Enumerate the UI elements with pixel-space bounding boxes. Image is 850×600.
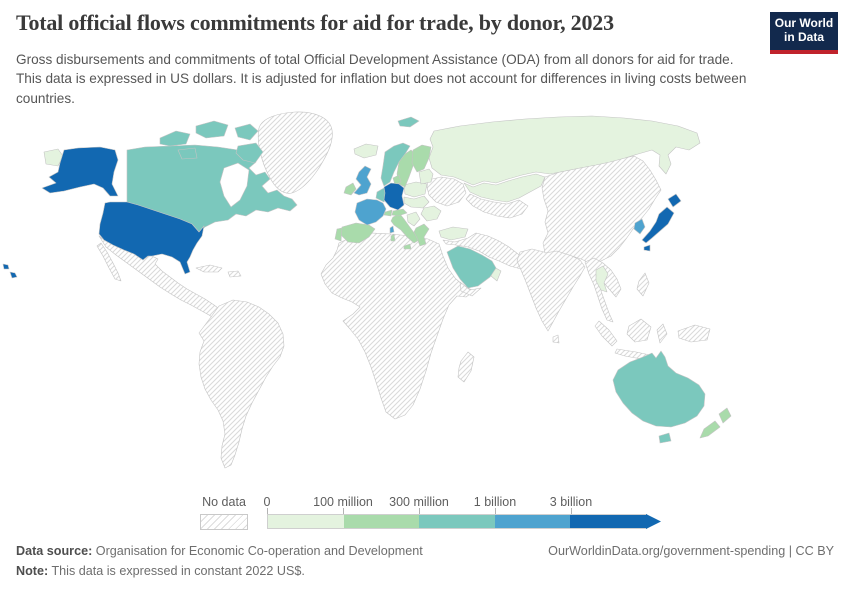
country-baja-california[interactable] <box>96 242 122 282</box>
country-alaska[interactable] <box>41 146 119 197</box>
country-sri-lanka[interactable] <box>552 334 560 344</box>
legend-bin-1[interactable] <box>343 515 420 528</box>
country-iceland[interactable] <box>353 143 379 159</box>
country-switzerland[interactable] <box>383 209 393 217</box>
country-turkey[interactable] <box>438 226 469 241</box>
country-norway[interactable] <box>380 142 411 187</box>
legend-tick-mark <box>343 508 344 514</box>
legend-tick-mark <box>495 508 496 514</box>
country-philippines[interactable] <box>636 272 650 297</box>
country-germany[interactable] <box>383 182 405 211</box>
country-se-asia-mainland[interactable] <box>584 257 622 323</box>
legend-arrow <box>646 514 661 529</box>
owid-logo[interactable]: Our World in Data <box>770 12 838 54</box>
country-new-zealand-south[interactable] <box>699 420 721 439</box>
legend-tick-mark <box>571 508 572 514</box>
country-tasmania[interactable] <box>658 432 672 444</box>
legend-bin-4[interactable] <box>570 515 646 528</box>
country-australia[interactable] <box>612 350 706 428</box>
country-borneo[interactable] <box>626 318 652 343</box>
legend-tick-4: 3 billion <box>549 495 593 509</box>
country-cuba[interactable] <box>195 264 223 273</box>
country-canada-arctic-2[interactable] <box>195 120 229 139</box>
legend-tick-2: 300 million <box>389 495 449 509</box>
country-czech-slovakia-hungary[interactable] <box>403 195 430 209</box>
country-japan-kyushu[interactable] <box>643 244 651 252</box>
country-south-korea[interactable] <box>633 218 646 235</box>
country-canada-arctic-3[interactable] <box>234 123 259 141</box>
legend-tick-0: 0 <box>263 495 271 509</box>
country-south-asia[interactable] <box>516 248 586 332</box>
page-title: Total official flows commitments for aid… <box>16 10 614 35</box>
country-ireland[interactable] <box>343 182 357 196</box>
country-hispaniola[interactable] <box>227 270 242 278</box>
legend-no-data-swatch[interactable] <box>200 514 248 530</box>
chart-footer: Data source: Organisation for Economic C… <box>16 544 834 578</box>
country-south-america[interactable] <box>198 299 285 469</box>
country-france[interactable] <box>354 198 387 226</box>
data-source-text: Organisation for Economic Co-operation a… <box>92 544 423 558</box>
owid-link[interactable]: OurWorldinData.org/government-spending |… <box>548 544 834 558</box>
hudson-bay <box>219 162 250 208</box>
country-united-states[interactable] <box>98 201 205 275</box>
country-poland[interactable] <box>403 181 428 198</box>
data-source-line: Data source: Organisation for Economic C… <box>16 544 423 558</box>
chart-subtitle: Gross disbursements and commitments of t… <box>16 52 747 106</box>
owid-logo-line1: Our World <box>774 16 834 31</box>
legend-tick-1: 100 million <box>313 495 373 509</box>
note-label: Note: <box>16 564 49 578</box>
country-africa[interactable] <box>320 232 475 420</box>
legend-bin-2[interactable] <box>419 515 495 528</box>
country-italy[interactable] <box>390 213 420 244</box>
country-yemen[interactable] <box>459 281 482 297</box>
country-japan-hokkaido[interactable] <box>667 193 682 208</box>
legend-no-data-label: No data <box>202 495 246 509</box>
country-ukraine-belarus[interactable] <box>426 176 467 207</box>
owid-logo-line2: in Data <box>783 30 824 44</box>
country-new-guinea[interactable] <box>677 324 711 343</box>
country-romania-bulgaria[interactable] <box>420 205 442 222</box>
country-greenland[interactable] <box>257 111 333 194</box>
country-madagascar[interactable] <box>457 351 475 383</box>
country-kazakhstan[interactable] <box>463 173 546 203</box>
country-new-zealand-north[interactable] <box>718 407 732 424</box>
country-corsica[interactable] <box>389 225 395 234</box>
country-svalbard[interactable] <box>397 116 420 128</box>
note-text: This data is expressed in constant 2022 … <box>48 564 305 578</box>
note-line: Note: This data is expressed in constant… <box>16 564 305 578</box>
country-saudi-arabia[interactable] <box>446 245 497 289</box>
world-map <box>2 111 732 469</box>
country-japan-honshu[interactable] <box>641 206 675 244</box>
country-sicily[interactable] <box>403 243 412 250</box>
country-spain[interactable] <box>340 222 376 244</box>
country-hawaii-1[interactable] <box>2 263 10 270</box>
country-central-asia-south[interactable] <box>465 193 529 219</box>
country-west-balkans[interactable] <box>406 211 421 227</box>
country-thailand[interactable] <box>595 265 609 293</box>
legend-bin-3[interactable] <box>494 515 571 528</box>
country-baltic-states[interactable] <box>418 168 434 185</box>
legend-color-bar <box>267 514 647 529</box>
data-source-label: Data source: <box>16 544 93 558</box>
country-russia[interactable] <box>428 115 701 186</box>
legend-bin-0[interactable] <box>268 515 344 528</box>
country-canada-victoria[interactable] <box>177 147 198 160</box>
country-sumatra[interactable] <box>594 320 618 347</box>
legend-tick-3: 1 billion <box>473 495 517 509</box>
country-hawaii-2[interactable] <box>9 271 18 279</box>
country-austria[interactable] <box>391 208 408 217</box>
country-united-kingdom[interactable] <box>353 165 372 196</box>
country-denmark[interactable] <box>392 174 402 186</box>
country-greece[interactable] <box>413 223 430 247</box>
country-canada-arctic-1[interactable] <box>159 130 191 147</box>
legend-tick-mark <box>267 508 268 514</box>
country-finland[interactable] <box>411 144 432 173</box>
country-canada-baffin[interactable] <box>235 142 264 164</box>
country-sardinia[interactable] <box>390 233 396 242</box>
country-portugal[interactable] <box>334 227 343 242</box>
country-sulawesi[interactable] <box>656 323 668 344</box>
legend-tick-mark <box>419 508 420 514</box>
